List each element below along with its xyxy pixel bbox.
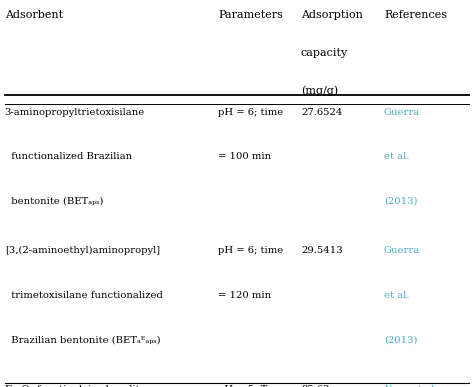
Text: et al.: et al. <box>384 291 410 300</box>
Text: Guerra: Guerra <box>384 108 420 116</box>
Text: Fe₃O₄ functionlaized zeolite: Fe₃O₄ functionlaized zeolite <box>5 385 146 387</box>
Text: 27.6524: 27.6524 <box>301 108 342 116</box>
Text: trimetoxisilane functionalized: trimetoxisilane functionalized <box>5 291 163 300</box>
Text: bentonite (BETₐₚₛ): bentonite (BETₐₚₛ) <box>5 197 103 206</box>
Text: 29.5413: 29.5413 <box>301 247 343 255</box>
Text: = 100 min: = 100 min <box>218 152 271 161</box>
Text: Guerra: Guerra <box>384 247 420 255</box>
Text: Parameters: Parameters <box>218 10 283 20</box>
Text: pH = 5; T =: pH = 5; T = <box>218 385 279 387</box>
Text: Adsorption: Adsorption <box>301 10 363 20</box>
Text: Yuan et al.: Yuan et al. <box>384 385 438 387</box>
Text: pH = 6; time: pH = 6; time <box>218 108 283 116</box>
Text: pH = 6; time: pH = 6; time <box>218 247 283 255</box>
Text: Brazilian bentonite (BETₐᴱₐₚₛ): Brazilian bentonite (BETₐᴱₐₚₛ) <box>5 336 160 345</box>
Text: et al.: et al. <box>384 152 410 161</box>
Text: capacity: capacity <box>301 48 348 58</box>
Text: (mg/g): (mg/g) <box>301 86 338 96</box>
Text: [3,(2-aminoethyl)aminopropyl]: [3,(2-aminoethyl)aminopropyl] <box>5 247 160 255</box>
Text: References: References <box>384 10 447 20</box>
Text: 85.62: 85.62 <box>301 385 329 387</box>
Text: = 120 min: = 120 min <box>218 291 271 300</box>
Text: Adsorbent: Adsorbent <box>5 10 63 20</box>
Text: 3-aminopropyltrietoxisilane: 3-aminopropyltrietoxisilane <box>5 108 145 116</box>
Text: functionalized Brazilian: functionalized Brazilian <box>5 152 132 161</box>
Text: (2013): (2013) <box>384 197 418 206</box>
Text: (2013): (2013) <box>384 336 418 345</box>
